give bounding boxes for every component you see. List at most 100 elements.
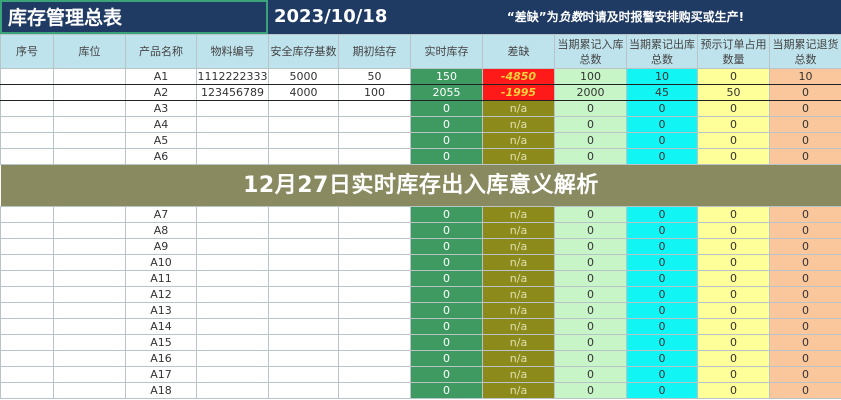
table-cell[interactable]: 0 bbox=[554, 116, 627, 133]
column-header[interactable]: 物料编号 bbox=[196, 34, 269, 69]
table-cell[interactable] bbox=[338, 350, 411, 367]
table-cell[interactable] bbox=[196, 350, 269, 367]
table-cell[interactable] bbox=[268, 206, 339, 223]
table-cell[interactable]: 0 bbox=[554, 366, 627, 383]
table-cell[interactable] bbox=[268, 270, 339, 287]
table-cell[interactable]: 0 bbox=[769, 206, 841, 223]
table-cell[interactable]: 0 bbox=[626, 100, 698, 117]
table-cell[interactable]: n/a bbox=[482, 318, 555, 335]
table-cell[interactable] bbox=[268, 254, 339, 271]
table-cell[interactable]: 0 bbox=[697, 206, 770, 223]
table-cell[interactable] bbox=[268, 222, 339, 239]
table-cell[interactable] bbox=[196, 206, 269, 223]
table-cell[interactable]: 0 bbox=[410, 334, 483, 351]
table-cell[interactable]: 0 bbox=[626, 366, 698, 383]
table-cell[interactable] bbox=[0, 238, 54, 255]
table-cell[interactable] bbox=[0, 254, 54, 271]
table-cell[interactable] bbox=[338, 148, 411, 165]
table-cell[interactable]: A5 bbox=[125, 132, 197, 149]
table-cell[interactable] bbox=[0, 206, 54, 223]
table-cell[interactable] bbox=[53, 148, 126, 165]
table-cell[interactable]: A9 bbox=[125, 238, 197, 255]
table-cell[interactable] bbox=[196, 318, 269, 335]
table-cell[interactable]: 0 bbox=[410, 286, 483, 303]
table-cell[interactable]: 0 bbox=[626, 238, 698, 255]
table-cell[interactable]: n/a bbox=[482, 116, 555, 133]
table-cell[interactable]: 0 bbox=[626, 132, 698, 149]
table-cell[interactable] bbox=[53, 366, 126, 383]
table-cell[interactable]: 45 bbox=[626, 84, 698, 101]
table-cell[interactable] bbox=[338, 116, 411, 133]
table-cell[interactable]: n/a bbox=[482, 222, 555, 239]
table-cell[interactable] bbox=[0, 334, 54, 351]
table-cell[interactable] bbox=[53, 68, 126, 85]
table-cell[interactable] bbox=[53, 302, 126, 319]
table-cell[interactable]: 0 bbox=[410, 132, 483, 149]
shortage-notice[interactable]: “差缺”为负数时请及时报警安排购买或生产! bbox=[410, 0, 841, 34]
table-cell[interactable] bbox=[268, 318, 339, 335]
table-cell[interactable]: 0 bbox=[410, 148, 483, 165]
table-cell[interactable]: 0 bbox=[697, 270, 770, 287]
table-cell[interactable] bbox=[53, 100, 126, 117]
table-cell[interactable]: 0 bbox=[697, 254, 770, 271]
table-cell[interactable]: 0 bbox=[769, 334, 841, 351]
table-cell[interactable] bbox=[196, 222, 269, 239]
table-cell[interactable]: 0 bbox=[626, 116, 698, 133]
table-cell[interactable] bbox=[53, 132, 126, 149]
table-cell[interactable] bbox=[196, 286, 269, 303]
table-cell[interactable]: -1995 bbox=[482, 84, 555, 101]
table-cell[interactable] bbox=[338, 238, 411, 255]
table-cell[interactable] bbox=[0, 132, 54, 149]
table-cell[interactable]: 0 bbox=[697, 238, 770, 255]
table-cell[interactable]: 0 bbox=[626, 382, 698, 399]
table-cell[interactable] bbox=[0, 84, 54, 101]
table-cell[interactable]: 0 bbox=[626, 318, 698, 335]
table-cell[interactable]: 0 bbox=[697, 222, 770, 239]
table-cell[interactable]: 0 bbox=[554, 286, 627, 303]
table-cell[interactable]: A11 bbox=[125, 270, 197, 287]
table-cell[interactable]: A1 bbox=[125, 68, 197, 85]
table-cell[interactable] bbox=[0, 350, 54, 367]
column-header[interactable]: 安全库存基数 bbox=[268, 34, 339, 69]
table-cell[interactable] bbox=[338, 286, 411, 303]
table-cell[interactable]: 150 bbox=[410, 68, 483, 85]
table-cell[interactable]: A8 bbox=[125, 222, 197, 239]
table-cell[interactable]: n/a bbox=[482, 366, 555, 383]
table-cell[interactable]: n/a bbox=[482, 206, 555, 223]
table-cell[interactable]: 0 bbox=[626, 270, 698, 287]
table-cell[interactable]: n/a bbox=[482, 302, 555, 319]
table-cell[interactable]: n/a bbox=[482, 254, 555, 271]
column-header[interactable]: 差缺 bbox=[482, 34, 555, 69]
table-cell[interactable]: A16 bbox=[125, 350, 197, 367]
table-cell[interactable]: 0 bbox=[554, 238, 627, 255]
table-cell[interactable]: 0 bbox=[554, 148, 627, 165]
table-cell[interactable]: 0 bbox=[697, 382, 770, 399]
table-cell[interactable] bbox=[53, 222, 126, 239]
table-cell[interactable] bbox=[338, 100, 411, 117]
table-cell[interactable]: 0 bbox=[697, 116, 770, 133]
table-cell[interactable]: 0 bbox=[410, 206, 483, 223]
table-cell[interactable]: 0 bbox=[410, 254, 483, 271]
table-cell[interactable] bbox=[268, 132, 339, 149]
table-cell[interactable]: 0 bbox=[554, 334, 627, 351]
table-cell[interactable]: A6 bbox=[125, 148, 197, 165]
table-cell[interactable]: 100 bbox=[338, 84, 411, 101]
table-cell[interactable]: 0 bbox=[697, 148, 770, 165]
table-cell[interactable] bbox=[0, 382, 54, 399]
table-cell[interactable]: 0 bbox=[769, 116, 841, 133]
table-cell[interactable]: 0 bbox=[769, 132, 841, 149]
table-cell[interactable]: 0 bbox=[697, 100, 770, 117]
table-cell[interactable]: 0 bbox=[769, 100, 841, 117]
table-cell[interactable]: 0 bbox=[410, 366, 483, 383]
table-cell[interactable]: 0 bbox=[769, 148, 841, 165]
table-cell[interactable]: A13 bbox=[125, 302, 197, 319]
table-cell[interactable] bbox=[0, 116, 54, 133]
table-cell[interactable] bbox=[0, 222, 54, 239]
table-cell[interactable]: A3 bbox=[125, 100, 197, 117]
table-cell[interactable]: 0 bbox=[410, 318, 483, 335]
table-cell[interactable] bbox=[53, 270, 126, 287]
table-cell[interactable]: 0 bbox=[410, 222, 483, 239]
table-cell[interactable] bbox=[53, 350, 126, 367]
table-cell[interactable] bbox=[338, 270, 411, 287]
column-header[interactable]: 当期累记退货总数 bbox=[769, 34, 841, 69]
